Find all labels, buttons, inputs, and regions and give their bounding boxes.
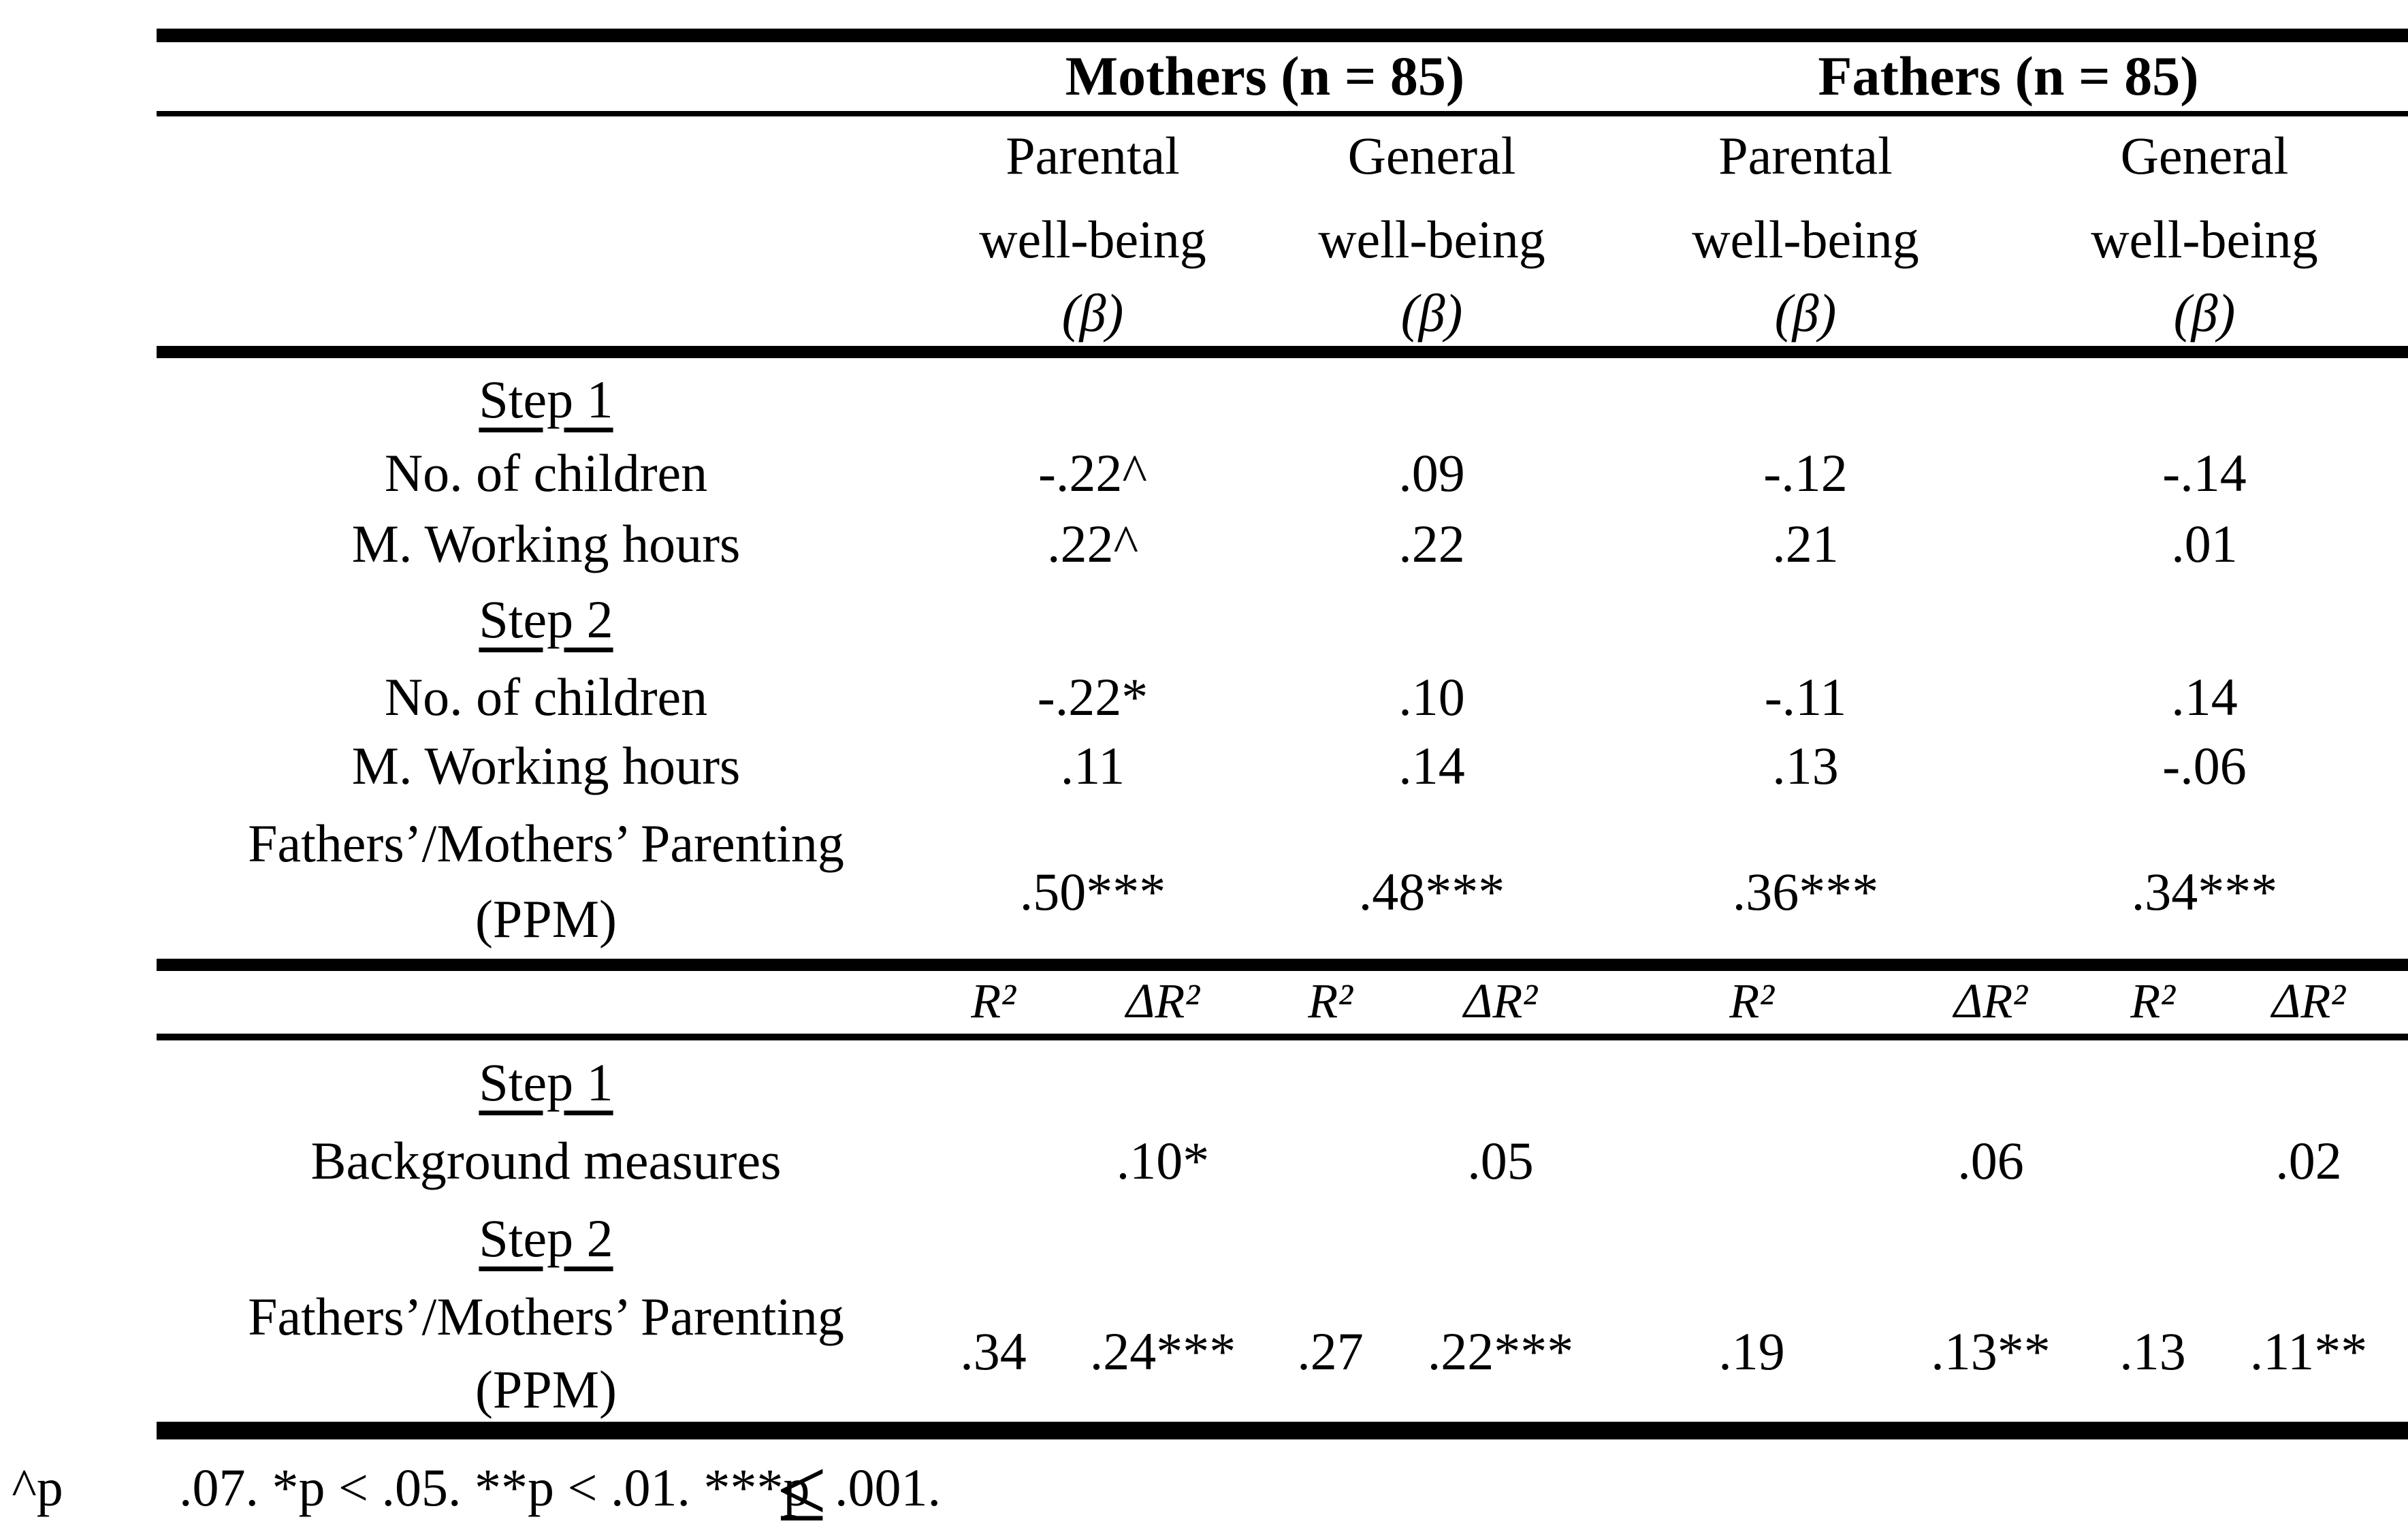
cell-r2: .11** (2249, 1322, 2368, 1381)
rule-above-r2-headers (157, 959, 2408, 971)
group-header-mothers: Mothers (n = 85) (1065, 45, 1465, 107)
footnote-p001: .001. (834, 1458, 941, 1517)
cell-r2: .13** (1931, 1322, 2051, 1381)
row-label-step2: Step 2 (479, 590, 613, 649)
cell-beta: .34*** (2131, 862, 2278, 921)
cell-beta: -.22* (1037, 667, 1149, 727)
cell-beta: .48*** (1358, 862, 1505, 921)
cell-r2: .05 (1467, 1131, 1534, 1190)
row-label-ppm-line2: (PPM) (475, 889, 617, 949)
col-header-mothers-parental-line1: Parental (1006, 126, 1180, 185)
row-label-no-of-children-step2: No. of children (384, 667, 708, 727)
cell-r2: .13 (2119, 1322, 2186, 1381)
delta-r2-header: ΔR² (1126, 974, 1200, 1028)
delta-r2-header: ΔR² (1464, 974, 1537, 1028)
col-header-mothers-general-line1: General (1347, 126, 1516, 185)
cell-beta: .36*** (1732, 862, 1879, 921)
row-label-working-hours-step2: M. Working hours (351, 736, 741, 795)
cell-beta: -.06 (2162, 736, 2247, 795)
rule-under-r2-headers (157, 1034, 2408, 1040)
cell-r2: .19 (1718, 1322, 1785, 1381)
r2-header: R² (1308, 974, 1353, 1028)
cell-beta: -.14 (2162, 443, 2247, 503)
cell-beta: .13 (1772, 736, 1839, 795)
row-label-no-of-children-step1: No. of children (384, 443, 708, 503)
delta-r2-header: ΔR² (1954, 974, 2027, 1028)
cell-r2: .22*** (1427, 1322, 1574, 1381)
cell-beta: .01 (2171, 514, 2238, 573)
col-header-mothers-parental-line2: well-being (979, 210, 1206, 269)
group-header-fathers: Fathers (n = 85) (1818, 45, 2199, 107)
cell-r2: .10* (1116, 1131, 1210, 1190)
cell-r2: .24*** (1089, 1322, 1236, 1381)
cell-beta: -.22^ (1038, 443, 1148, 503)
cell-beta: .22^ (1046, 514, 1139, 573)
row-label-working-hours-step1: M. Working hours (351, 514, 741, 573)
col-header-fathers-general-line1: General (2120, 126, 2289, 185)
col-header-fathers-parental-beta: (β) (1774, 283, 1837, 342)
cell-beta: .14 (1398, 736, 1465, 795)
col-header-mothers-parental-beta: (β) (1061, 283, 1124, 342)
row-label-ppm-line1: Fathers’/Mothers’ Parenting (248, 814, 844, 873)
rule-top (157, 29, 2408, 42)
row-label-step2-r2: Step 2 (479, 1209, 613, 1268)
row-label-step1-r2: Step 1 (479, 1053, 613, 1112)
footnote-lead: ^p (12, 1458, 63, 1517)
rule-under-group-headers (157, 111, 2408, 116)
cell-beta: -.12 (1763, 443, 1848, 503)
cell-r2: .34 (960, 1322, 1027, 1381)
r2-header: R² (1729, 974, 1774, 1028)
row-label-ppm-r2-line2: (PPM) (475, 1360, 617, 1419)
rule-bottom (157, 1422, 2408, 1439)
col-header-fathers-general-line2: well-being (2091, 210, 2318, 269)
col-header-mothers-general-beta: (β) (1400, 283, 1463, 342)
cell-beta: .14 (2171, 667, 2238, 727)
footnote-significance-levels: .07. *p < .05. **p < .01. ***p (179, 1458, 810, 1517)
cell-r2: .06 (1957, 1131, 2024, 1190)
row-label-ppm-r2-line1: Fathers’/Mothers’ Parenting (248, 1287, 844, 1346)
row-label-background-measures: Background measures (310, 1131, 782, 1190)
r2-header: R² (971, 974, 1016, 1028)
col-header-fathers-general-beta: (β) (2173, 283, 2236, 342)
cell-beta: -.11 (1764, 667, 1847, 727)
cell-beta: .21 (1772, 514, 1839, 573)
cell-beta: .10 (1398, 667, 1465, 727)
rule-under-beta-headers (157, 346, 2408, 358)
col-header-fathers-parental-line1: Parental (1718, 126, 1893, 185)
r2-header: R² (2130, 974, 2175, 1028)
cell-r2: .02 (2275, 1131, 2342, 1190)
delta-r2-header: ΔR² (2272, 974, 2345, 1028)
cell-beta: .11 (1060, 736, 1125, 795)
col-header-mothers-general-line2: well-being (1318, 210, 1545, 269)
footnote-text: .07. *p < .05. **p < .01. ***p≤ .001. (179, 1440, 941, 1530)
row-label-step1: Step 1 (479, 370, 613, 429)
col-header-fathers-parental-line2: well-being (1692, 210, 1919, 269)
cell-r2: .27 (1297, 1322, 1364, 1381)
cell-beta: .50*** (1019, 862, 1166, 921)
cell-beta: .09 (1398, 443, 1465, 503)
cell-beta: .22 (1398, 514, 1465, 573)
